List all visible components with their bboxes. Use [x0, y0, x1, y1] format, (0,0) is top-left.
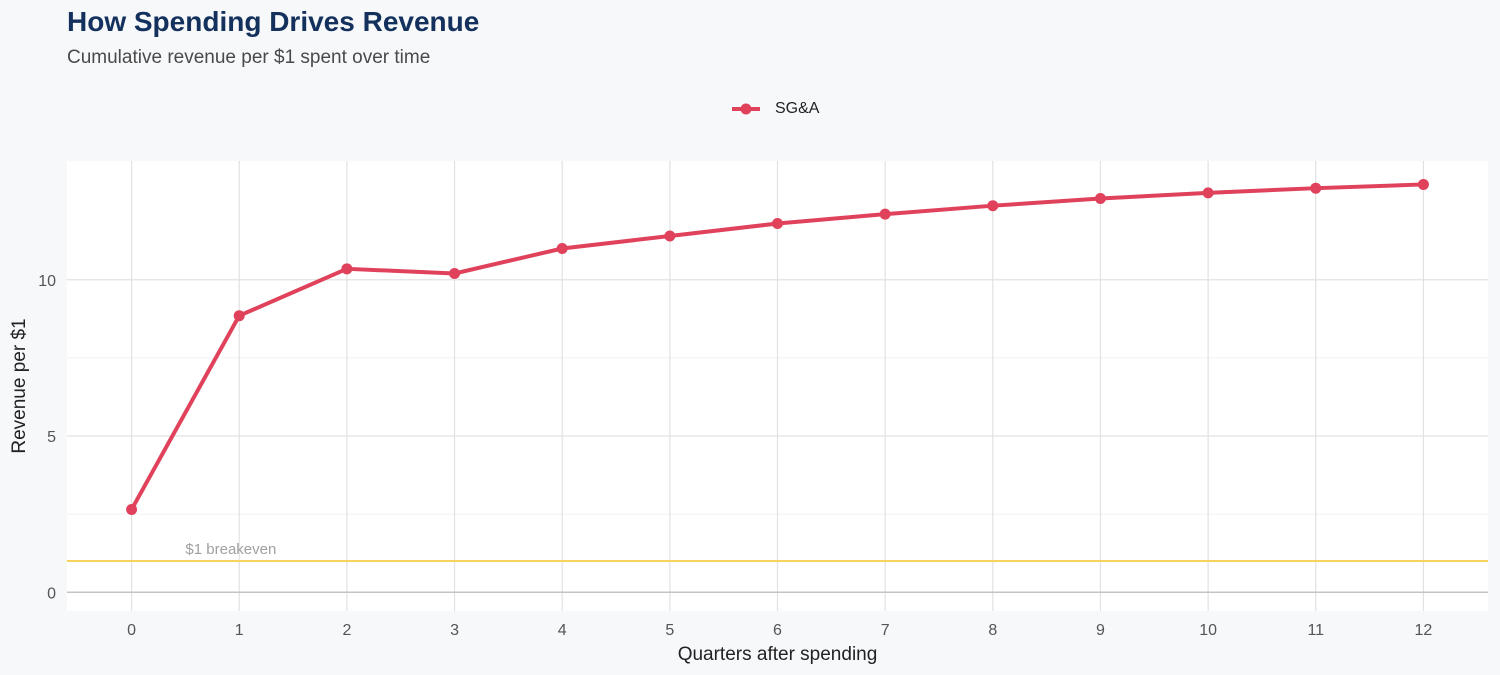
- y-tick-label: 5: [47, 429, 56, 446]
- x-axis-title: Quarters after spending: [678, 644, 878, 665]
- data-point: [987, 200, 999, 212]
- x-tick-label: 11: [1307, 622, 1324, 639]
- data-point: [341, 263, 353, 275]
- data-point: [449, 268, 461, 279]
- x-tick-label: 6: [773, 622, 782, 639]
- data-point: [664, 230, 676, 242]
- x-tick-label: 2: [342, 622, 351, 639]
- x-tick-label: 7: [881, 622, 890, 639]
- legend-label-sgna: SG&A: [775, 100, 820, 117]
- x-tick-label: 5: [665, 622, 674, 639]
- data-point: [1094, 193, 1106, 204]
- y-axis-title: Revenue per $1: [9, 318, 30, 453]
- chart-title: How Spending Drives Revenue: [67, 6, 480, 37]
- data-point: [1310, 182, 1322, 194]
- chart-subtitle: Cumulative revenue per $1 spent over tim…: [67, 47, 431, 68]
- x-tick-label: 4: [558, 622, 567, 639]
- data-point: [879, 208, 891, 220]
- y-tick-label: 10: [38, 273, 56, 290]
- data-point: [1202, 187, 1214, 199]
- data-point: [233, 310, 245, 322]
- legend-key-sgna: [732, 103, 760, 115]
- y-tick-label: 0: [47, 585, 56, 602]
- x-tick-label: 8: [988, 622, 997, 639]
- x-tick-label: 10: [1199, 622, 1217, 639]
- data-point: [1417, 178, 1429, 190]
- x-tick-label: 0: [127, 622, 136, 639]
- data-point: [556, 243, 568, 254]
- data-point: [126, 503, 138, 515]
- x-tick-label: 9: [1096, 622, 1105, 639]
- x-tick-label: 3: [450, 622, 459, 639]
- x-tick-label: 1: [235, 622, 244, 639]
- x-tick-label: 12: [1415, 622, 1433, 639]
- legend: SG&A: [731, 98, 819, 120]
- breakeven-label: $1 breakeven: [185, 541, 276, 558]
- data-point: [772, 218, 783, 229]
